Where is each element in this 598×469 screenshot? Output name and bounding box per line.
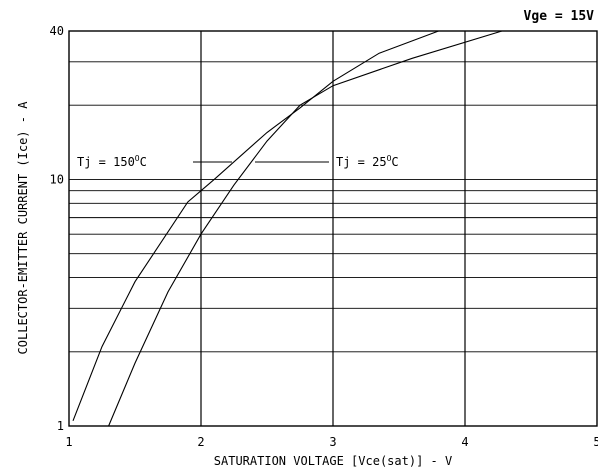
y-tick-label: 10: [50, 172, 64, 186]
annotation-unit: C: [391, 155, 398, 169]
x-tick-label: 3: [329, 435, 336, 449]
annotation-label: Tj = 150OC: [77, 154, 147, 169]
annotation-text: Tj = 150: [77, 155, 135, 169]
x-tick-label: 4: [461, 435, 468, 449]
x-tick-label: 1: [65, 435, 72, 449]
tick-labels: 1 2 3 4 5 1 10 40: [50, 24, 598, 449]
degree-superscript: O: [135, 154, 140, 163]
plot-frame: [68, 30, 598, 427]
y-tick-label: 40: [50, 24, 64, 38]
series-line: [72, 30, 439, 422]
x-tick-label: 5: [593, 435, 598, 449]
series-line: [108, 30, 503, 427]
x-axis-label: SATURATION VOLTAGE [Vce(sat)] - V: [214, 454, 452, 468]
x-tick-label: 2: [197, 435, 204, 449]
grid: [69, 31, 597, 426]
y-axis-label: COLLECTOR-EMITTER CURRENT (Ice) - A: [16, 101, 30, 355]
y-tick-label: 1: [57, 419, 64, 433]
annotation-label: Tj = 25OC: [336, 154, 399, 169]
annotations: Tj = 150OC Tj = 25OC: [77, 154, 399, 169]
curves: [72, 30, 503, 427]
degree-superscript: O: [387, 154, 392, 163]
annotation-unit: C: [140, 155, 147, 169]
annotation-text: Tj = 25: [336, 155, 387, 169]
chart-title: Vge = 15V: [524, 9, 595, 24]
